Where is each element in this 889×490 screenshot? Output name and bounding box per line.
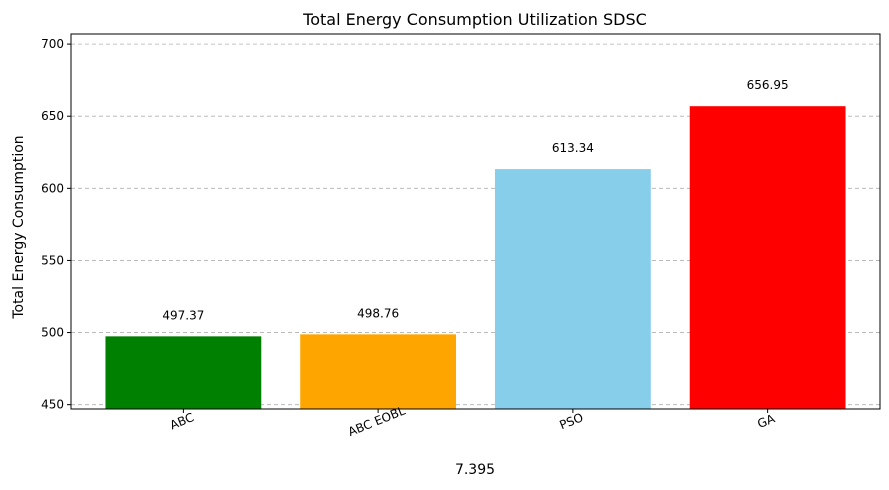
y-tick-label: 700 — [41, 37, 64, 51]
bar-value-label: 613.34 — [552, 141, 594, 155]
bar-value-label: 497.37 — [162, 308, 204, 322]
y-tick-label: 550 — [41, 253, 64, 267]
x-tick-label: GA — [755, 411, 777, 431]
y-tick-label: 450 — [41, 398, 64, 412]
bar — [300, 334, 457, 409]
y-tick-label: 500 — [41, 326, 64, 340]
chart-title: Total Energy Consumption Utilization SDS… — [302, 10, 647, 29]
bar-value-label: 498.76 — [357, 306, 399, 320]
y-tick-label: 650 — [41, 109, 64, 123]
bars — [105, 106, 846, 409]
bar — [689, 106, 846, 409]
bar — [105, 336, 262, 409]
y-tick-label: 600 — [41, 181, 64, 195]
bar — [494, 169, 651, 409]
y-axis-ticks: 450 500 550 600 650 700 — [41, 37, 71, 412]
bar-value-label: 656.95 — [747, 78, 789, 92]
plot-frame — [70, 33, 881, 410]
x-axis-title: 7.395 — [455, 462, 495, 478]
data-labels: 497.37 498.76 613.34 656.95 — [162, 78, 788, 322]
y-axis-title: Total Energy Consumption — [11, 135, 27, 319]
